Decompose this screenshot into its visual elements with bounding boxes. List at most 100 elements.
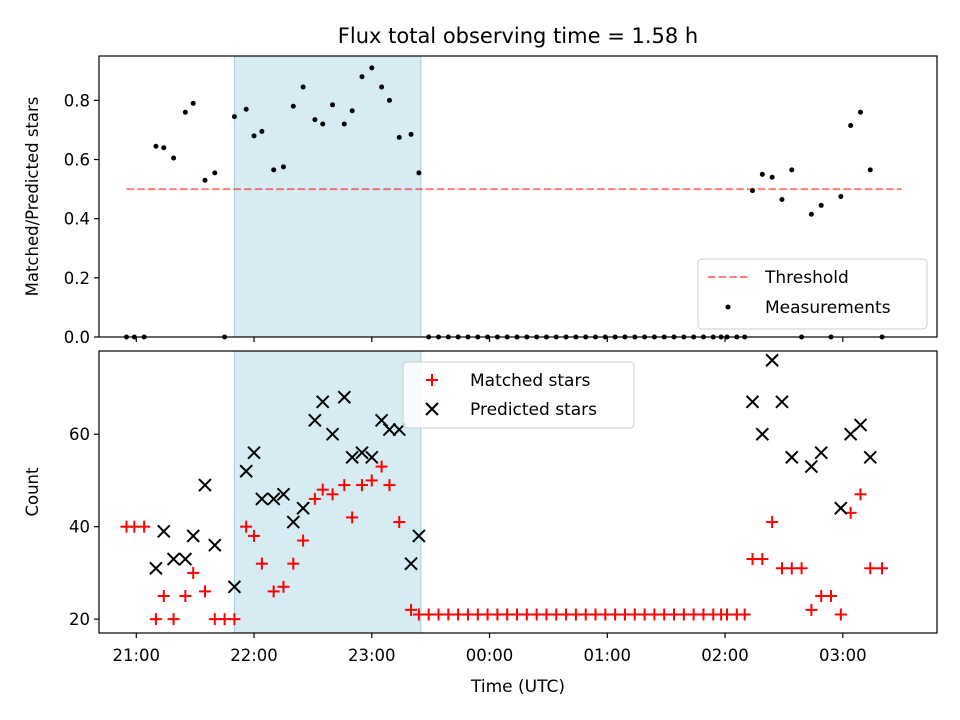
- predicted-star-point: [308, 413, 322, 428]
- matched-star-point: [375, 460, 388, 473]
- measurement-point: [759, 171, 765, 177]
- ratio-axes-frame: [98, 55, 938, 338]
- measurement-point: [182, 109, 188, 115]
- count-points: [120, 353, 889, 626]
- matched-star-point: [187, 566, 200, 579]
- matched-star-point: [248, 529, 261, 542]
- y-tick-label: 0.8: [64, 91, 90, 110]
- predicted-star-point: [775, 395, 789, 409]
- measurement-point: [379, 84, 385, 90]
- measurement-point: [359, 74, 365, 80]
- matched-star-point: [854, 488, 867, 501]
- measurement-point: [231, 114, 237, 120]
- predicted-star-point: [325, 427, 340, 441]
- predicted-star-point: [863, 450, 877, 465]
- measurement-point: [320, 121, 326, 127]
- matched-star-point: [338, 479, 351, 492]
- matched-star-point: [277, 580, 290, 593]
- predicted-star-point: [834, 501, 848, 515]
- matched-star-point: [393, 516, 406, 529]
- predicted-star-point: [382, 422, 397, 437]
- measurement-point: [386, 97, 392, 103]
- matched-star-point: [383, 479, 396, 492]
- legend-matched-swatch: [426, 374, 438, 386]
- y-tick-label: 0.6: [64, 151, 90, 170]
- predicted-star-point: [345, 450, 359, 465]
- legend-measurement-label: Measurements: [765, 298, 891, 318]
- matched-star-point: [355, 479, 368, 492]
- legend-predicted-swatch: [425, 402, 439, 416]
- matched-star-point: [308, 492, 321, 505]
- matched-star-point: [157, 590, 170, 603]
- matched-star-point: [240, 520, 253, 533]
- count-legend-box: [402, 361, 635, 429]
- legend-matched-label: Matched stars: [470, 371, 590, 391]
- measurement-point: [271, 167, 277, 173]
- predicted-star-point: [227, 580, 242, 594]
- matched-star-point: [756, 553, 769, 566]
- predicted-star-point: [198, 478, 212, 492]
- measurement-point: [190, 100, 196, 106]
- measurement-point: [838, 194, 844, 199]
- matched-star-point: [326, 488, 339, 501]
- matched-star-point: [766, 516, 779, 529]
- predicted-star-point: [853, 418, 868, 432]
- measurement-point: [212, 170, 218, 176]
- measurement-point: [408, 131, 414, 137]
- measurement-point: [396, 134, 402, 140]
- ratio-y-label: Matched/Predicted stars: [23, 97, 42, 297]
- measurement-point: [750, 188, 756, 194]
- legend-predicted-label: Predicted stars: [470, 400, 597, 420]
- measurement-point: [416, 170, 422, 176]
- predicted-star-point: [404, 556, 418, 571]
- predicted-star-point: [745, 395, 760, 409]
- y-tick-label: 0.2: [64, 269, 90, 288]
- y-tick-label: 0.4: [64, 210, 90, 229]
- predicted-star-point: [814, 445, 828, 460]
- matched-star-point: [405, 603, 418, 616]
- matched-star-point: [149, 613, 162, 626]
- y-tick-label: 0.0: [64, 328, 90, 347]
- measurement-point: [153, 143, 159, 149]
- x-tick-label: 02:00: [701, 646, 749, 665]
- count-panel: 20 40 60 21:00 22:00 23:00 00:00 01:00 02:00 03:…: [23, 350, 938, 665]
- measurement-point: [202, 177, 208, 183]
- measurement-point: [769, 174, 775, 180]
- predicted-star-point: [765, 353, 779, 367]
- x-tick-label: 21:00: [113, 646, 161, 665]
- matched-star-point: [167, 613, 180, 626]
- measurement-point: [808, 211, 814, 217]
- count-y-ticks: 20 40 60: [69, 425, 99, 629]
- count-x-ticks: 21:00 22:00 23:00 00:00 01:00 02:00 03:00: [113, 633, 867, 665]
- predicted-star-point: [247, 445, 261, 460]
- predicted-star-point: [239, 464, 253, 478]
- measurement-point: [251, 133, 257, 139]
- matched-star-point: [138, 520, 151, 533]
- matched-star-point: [365, 474, 378, 487]
- predicted-star-point: [296, 501, 310, 515]
- ratio-legend: Threshold Measurements: [697, 258, 928, 330]
- matched-star-point: [228, 613, 241, 626]
- predicted-star-point: [266, 492, 281, 506]
- count-axes-frame: [98, 350, 938, 634]
- x-tick-label: 03:00: [819, 646, 867, 665]
- legend-threshold-label: Threshold: [764, 268, 849, 288]
- predicted-star-point: [186, 529, 200, 543]
- ratio-y-ticks: 0.0 0.2 0.4 0.6 0.8: [64, 91, 99, 347]
- matched-star-point: [864, 562, 877, 575]
- x-axis-label: Time (UTC): [470, 677, 565, 697]
- matched-star-point: [297, 534, 310, 547]
- matched-star-point: [255, 557, 268, 570]
- count-y-label: Count: [23, 467, 42, 517]
- measurement-point: [330, 102, 336, 108]
- predicted-star-point: [412, 529, 426, 543]
- matched-star-point: [805, 603, 818, 616]
- predicted-star-point: [276, 487, 291, 502]
- measurement-point: [290, 103, 296, 109]
- x-tick-label: 22:00: [230, 646, 278, 665]
- ratio-panel: 0.00.20.40.60.8 Matched/Predicted stars …: [23, 55, 938, 347]
- predicted-star-point: [785, 450, 799, 465]
- measurement-point: [280, 164, 286, 170]
- predicted-star-point: [355, 445, 369, 460]
